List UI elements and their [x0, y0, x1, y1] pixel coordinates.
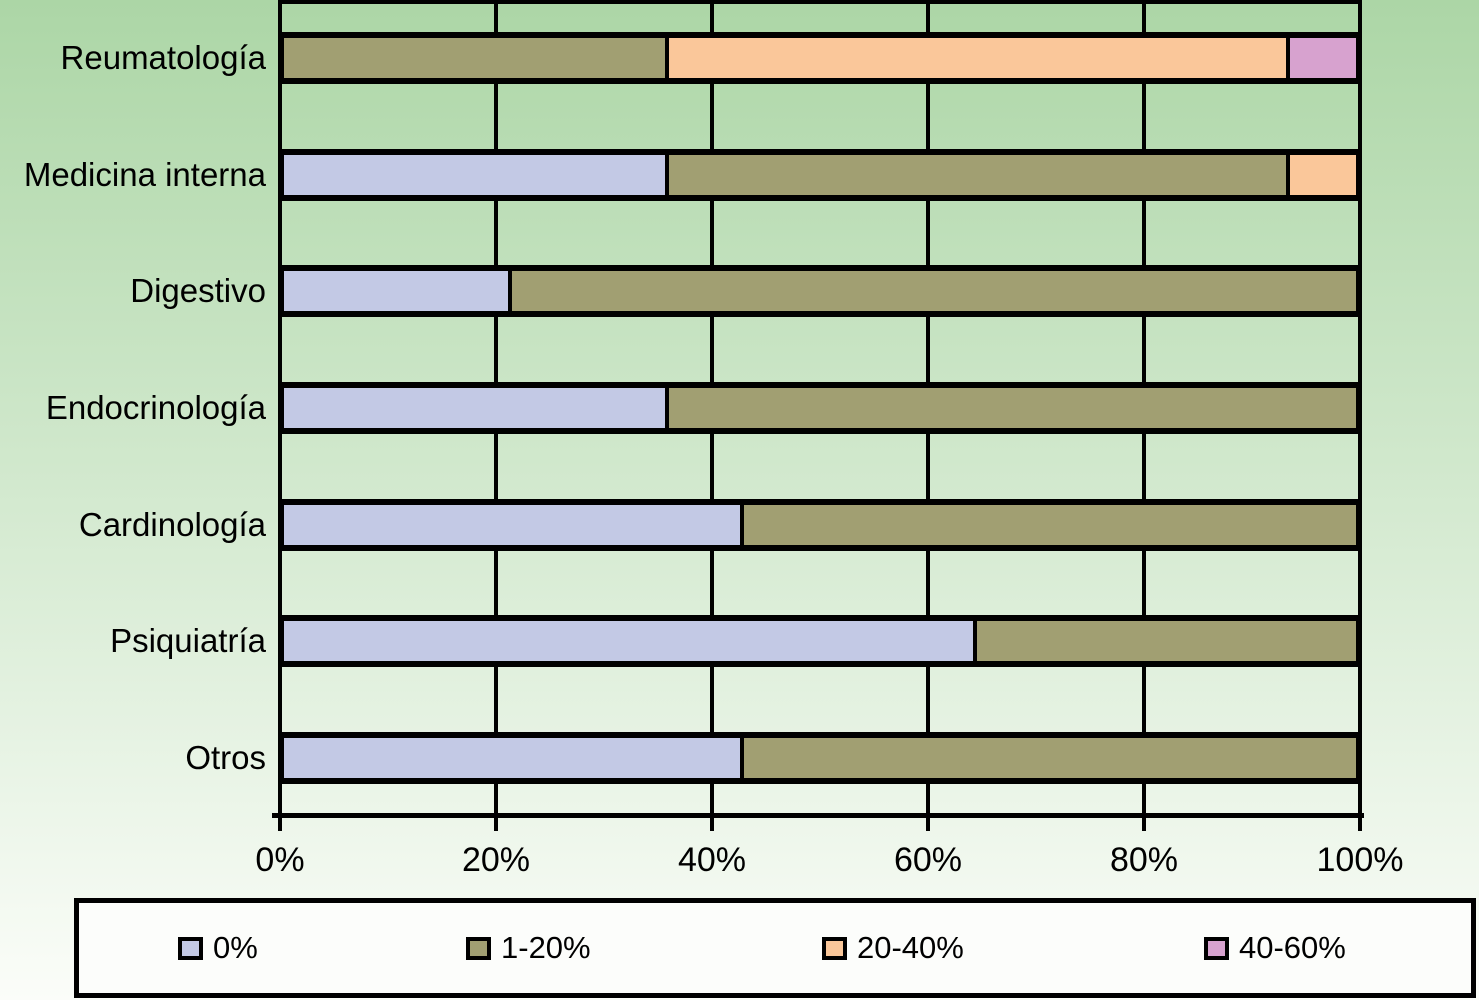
- bar-segment-20-40pct: [1285, 151, 1360, 199]
- category-label: Psiquiatría: [110, 622, 266, 659]
- bar-segment-1-20pct: [664, 384, 1360, 432]
- category-label: Endocrinología: [45, 389, 266, 426]
- bar-segment-0pct: [280, 267, 513, 315]
- legend-item: 40-60%: [1204, 903, 1346, 993]
- row-boundary-line: [280, 430, 1360, 434]
- category-label: Digestivo: [130, 272, 266, 309]
- bar-segment-0pct: [280, 384, 669, 432]
- category-label: Otros: [185, 739, 266, 776]
- legend-swatch: [178, 936, 203, 960]
- row-boundary-line: [280, 780, 1360, 784]
- bar-segment-1-20pct: [280, 34, 669, 82]
- axis-tick: [926, 813, 930, 831]
- bar-segment-0pct: [280, 501, 745, 549]
- category-label: Reumatología: [60, 39, 266, 76]
- legend-label: 20-40%: [857, 930, 964, 965]
- bar-segment-1-20pct: [664, 151, 1290, 199]
- axis-tick: [1358, 813, 1362, 831]
- category-label: Medicina interna: [23, 156, 266, 193]
- legend-item: 0%: [178, 903, 258, 993]
- row-boundary-line: [280, 547, 1360, 551]
- bar-segment-1-20pct: [740, 501, 1360, 549]
- x-tick-label: 100%: [1316, 841, 1404, 879]
- axis-tick: [710, 813, 714, 831]
- plot-top-border: [280, 0, 1360, 4]
- legend-label: 40-60%: [1239, 930, 1346, 965]
- legend-label: 0%: [213, 930, 258, 965]
- x-tick-label: 0%: [255, 841, 305, 879]
- bar-segment-40-60pct: [1285, 34, 1360, 82]
- row-boundary-line: [280, 197, 1360, 201]
- legend: 0% 1-20% 20-40% 40-60%: [74, 898, 1476, 998]
- bar-segment-1-20pct: [508, 267, 1360, 315]
- legend-swatch: [466, 936, 491, 960]
- legend-item: 20-40%: [822, 903, 964, 993]
- bar-segment-1-20pct: [740, 734, 1360, 782]
- x-axis-line: [272, 813, 1364, 818]
- legend-item: 1-20%: [466, 903, 591, 993]
- legend-swatch: [822, 936, 847, 960]
- legend-label: 1-20%: [501, 930, 591, 965]
- axis-tick: [278, 813, 282, 831]
- bar-segment-0pct: [280, 734, 745, 782]
- axis-tick: [1142, 813, 1146, 831]
- x-tick-label: 80%: [1109, 841, 1179, 879]
- legend-swatch: [1204, 936, 1229, 960]
- plot-area: [278, 0, 1362, 816]
- bar-segment-1-20pct: [972, 617, 1360, 665]
- row-boundary-line: [280, 663, 1360, 667]
- gridline-vertical: [1358, 0, 1362, 816]
- axis-tick: [494, 813, 498, 831]
- row-boundary-line: [280, 313, 1360, 317]
- x-tick-label: 60%: [893, 841, 963, 879]
- x-tick-label: 40%: [677, 841, 747, 879]
- row-boundary-line: [280, 80, 1360, 84]
- bar-segment-0pct: [280, 617, 977, 665]
- x-tick-label: 20%: [461, 841, 531, 879]
- category-label: Cardinología: [78, 506, 266, 543]
- bar-segment-0pct: [280, 151, 669, 199]
- bar-segment-20-40pct: [664, 34, 1290, 82]
